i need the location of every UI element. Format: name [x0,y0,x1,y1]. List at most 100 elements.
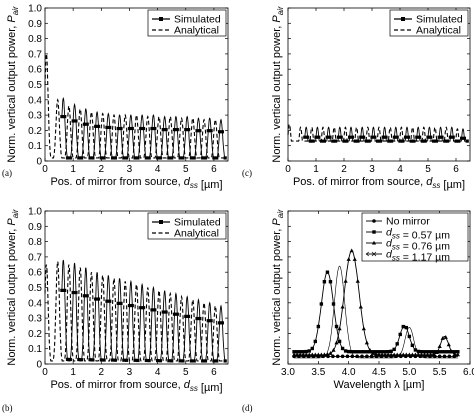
series-simulated-marker [60,115,64,119]
marker-triangle [343,278,348,283]
series-simulated-marker [314,135,318,139]
marker-square [425,350,430,354]
marker-triangle [443,335,448,339]
series-simulated-marker [443,139,447,143]
series-simulated-marker [161,128,165,132]
series-simulated-marker [119,301,123,305]
y-tick-label: 0.7 [28,49,42,60]
legend-label-sub: ss [392,254,400,263]
series-simulated-marker [434,139,438,143]
series-simulated-marker [156,359,160,363]
series-simulated-marker [144,156,148,160]
series-simulated-marker [113,358,117,362]
series-simulated-marker [60,288,64,292]
marker-square [419,350,424,354]
marker-square [410,343,415,348]
series-simulated-marker [201,359,205,363]
x-tick-label: 6 [453,164,459,175]
series-simulated-marker [184,128,188,132]
marker-triangle [389,352,394,357]
legend-arrow [365,251,370,257]
legend-label: Simulated [416,14,463,26]
marker-square [407,334,412,339]
marker-square [343,349,348,353]
marker-circle [331,354,335,359]
series-simulated-marker [63,288,67,292]
marker-triangle [349,248,354,253]
series-analytical-line [44,261,227,362]
marker-square [316,324,321,329]
x-tick-label: 1 [313,164,319,175]
legend-label: No mirror [386,216,430,228]
marker-square [295,350,299,354]
series-simulated-marker [175,128,179,132]
marker-square [392,347,396,352]
x-tick-label: 3.0 [281,367,295,378]
series-simulated-marker [127,126,132,131]
marker-triangle [376,352,382,357]
marker-square [346,349,351,354]
series-simulated-marker [364,139,368,143]
series-simulated-marker [195,129,199,133]
marker-square [404,325,408,330]
x-axis-label: Pos. of mirror from source, dss [µm] [50,176,222,191]
panel-0: 0 1 2 3 4 5 6 0 0.1 0.2 0.3 0.4 0.5 0.6 0.7 0.8 0.9 1.0 Po… [2,4,229,191]
marker-square [310,346,314,351]
x-tick-label: 5 [183,164,189,175]
series-simulated-marker [127,303,132,308]
marker-square [456,350,460,354]
series-simulated-marker [220,321,224,325]
marker-triangle [370,351,376,355]
marker-square [313,339,317,344]
marker-square [298,350,302,354]
series-simulated-marker [381,135,385,139]
series-simulated-marker [448,135,452,139]
series-simulated-marker [359,135,363,139]
marker-triangle [304,352,309,357]
series-simulated-marker [331,139,335,143]
series-simulated-marker [94,297,98,301]
y-axis-label-sub: air [11,6,20,15]
series-simulated-line [304,126,469,142]
series-simulated-marker [77,357,81,362]
marker-x [371,251,377,257]
series-simulated-marker [150,308,154,312]
series-simulated-marker [206,129,210,133]
series-simulated-marker [217,130,222,134]
series-analytical-line [287,123,469,142]
marker-triangle [307,352,312,357]
x-tick-label: 0 [42,367,48,378]
marker-triangle [319,352,324,357]
series-simulated-marker [119,126,123,131]
marker-square [322,280,327,284]
series-simulated-marker [192,359,196,363]
series-simulated-marker [82,294,87,298]
y-tick-label: 0.2 [28,329,42,340]
x-axis-label: Pos. of mirror from source, dss [µm] [50,379,222,394]
spectrum-line-1 [294,271,458,353]
marker-triangle [392,352,397,357]
marker-square [304,349,308,354]
marker-circle [365,354,369,359]
series-simulated-marker [348,135,352,139]
x-tick-label: 4.0 [342,367,356,378]
panel-tag: (a) [2,168,12,178]
series-simulated-marker [415,135,419,139]
marker-square [372,230,376,234]
series-simulated-marker [186,314,191,318]
series-simulated-marker [440,135,444,139]
marker-square [307,349,311,353]
marker-square [422,350,427,354]
legend-marker [159,220,163,224]
marker-square [413,348,418,352]
series-simulated-marker [203,359,208,363]
series-simulated-marker [215,359,219,363]
y-tick-label: 0.9 [28,222,42,233]
legend-box [147,9,227,37]
series-simulated-marker [125,156,129,160]
marker-triangle [367,347,372,352]
series-simulated-marker [105,299,109,303]
y-tick-label: 0 [36,360,42,371]
series-simulated-marker [362,135,366,139]
marker-triangle [379,352,385,357]
